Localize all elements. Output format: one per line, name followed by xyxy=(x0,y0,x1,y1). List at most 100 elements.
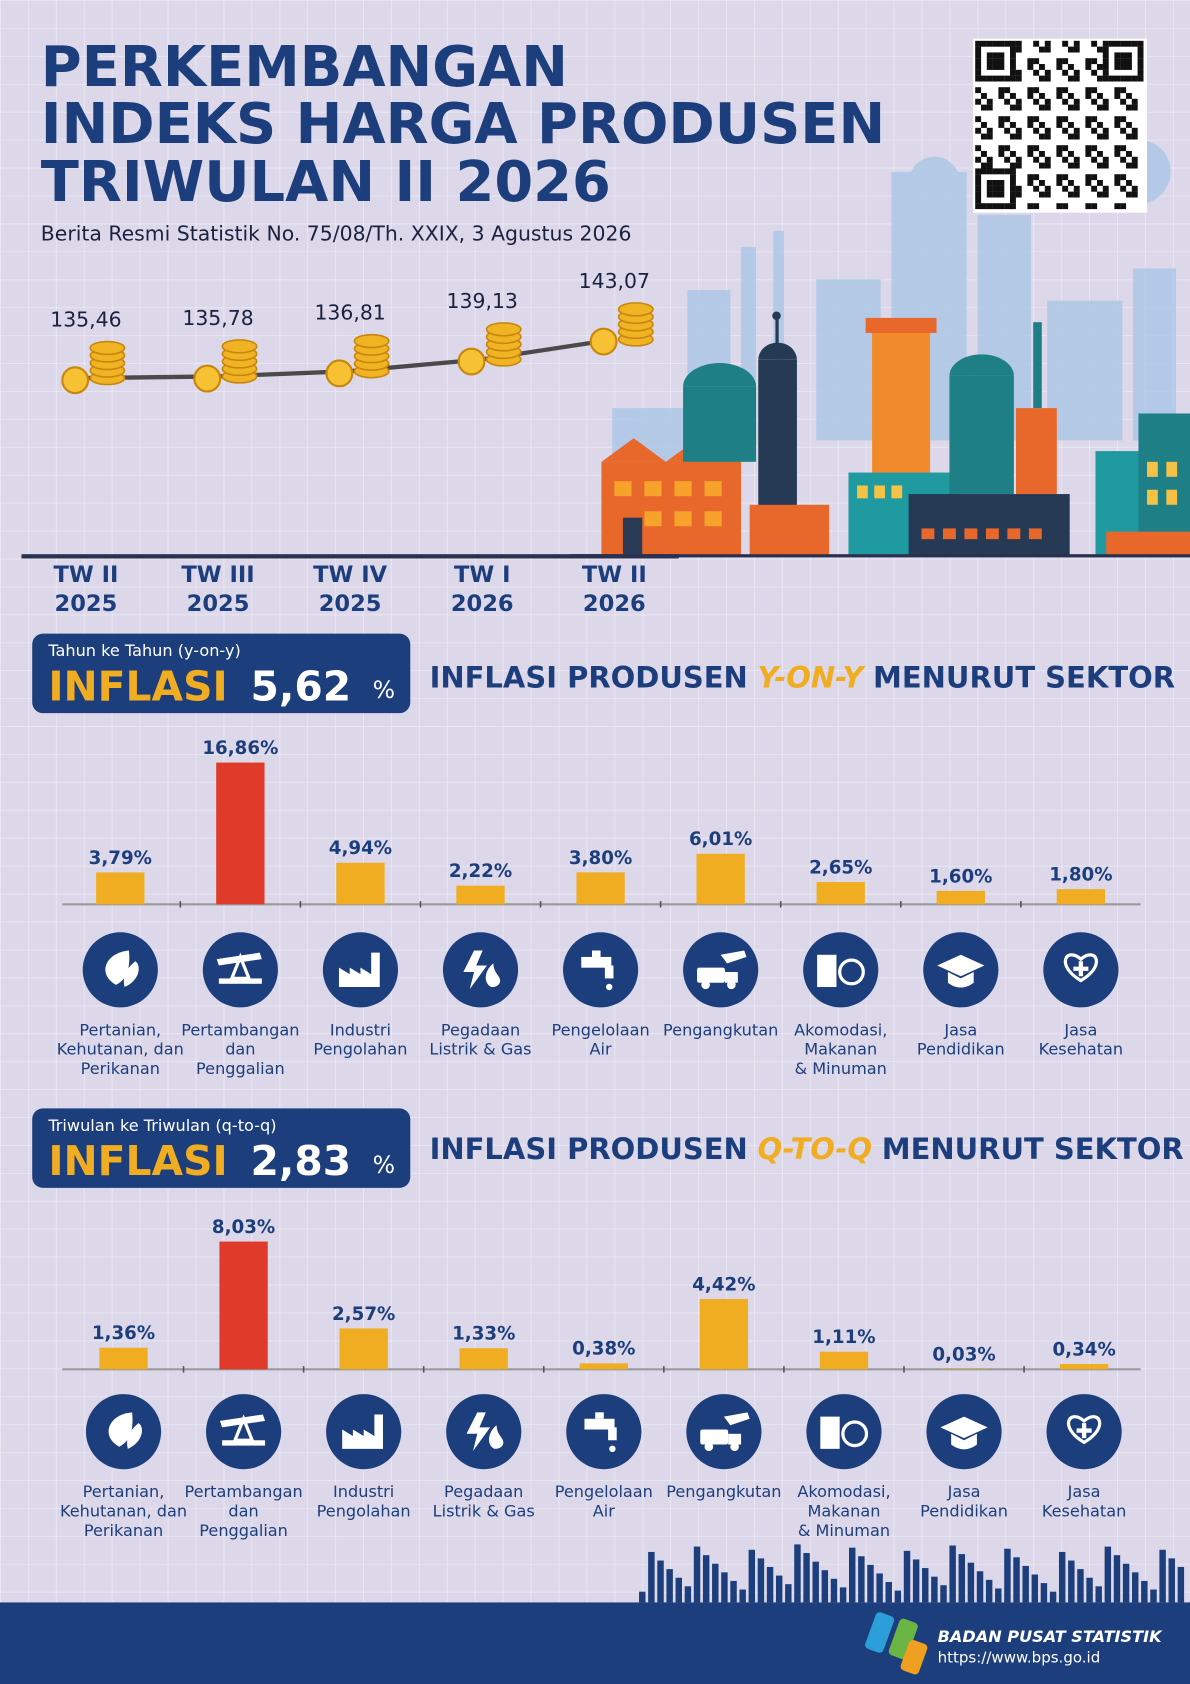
qr-cell xyxy=(1044,69,1051,76)
skyline-block xyxy=(684,1586,692,1603)
value-label: 0,38% xyxy=(572,1339,635,1360)
skyline-block xyxy=(958,1554,965,1603)
qr-cell xyxy=(1096,180,1103,186)
qr-cell xyxy=(986,162,993,169)
qr-cell xyxy=(1102,133,1109,140)
qr-cell xyxy=(1009,203,1016,210)
qr-cell xyxy=(1027,151,1034,157)
qr-cell xyxy=(1027,145,1034,152)
qr-cell xyxy=(1096,93,1103,99)
x-tick-label: Jasa Kesehatan xyxy=(1041,1482,1127,1521)
glyph-part xyxy=(704,1442,714,1451)
value-label: 1,80% xyxy=(1049,865,1112,886)
skyline-block xyxy=(949,1545,956,1603)
qr-cell xyxy=(1137,58,1144,65)
glyph-part xyxy=(218,978,262,984)
title-part: MENURUT SEKTOR xyxy=(882,1132,1184,1166)
qr-cell xyxy=(1004,75,1011,82)
qr-cell xyxy=(975,156,982,163)
qr-cell xyxy=(1044,40,1051,47)
qr-cell xyxy=(992,168,999,175)
skyline-block xyxy=(648,1551,655,1603)
qr-cell xyxy=(1125,40,1132,47)
qr-cell xyxy=(975,191,982,198)
qr-cell xyxy=(1009,180,1016,186)
sector-glyph xyxy=(342,1414,383,1449)
qr-cell xyxy=(1027,122,1034,128)
qr-cell xyxy=(1027,203,1034,210)
value-label: 2,22% xyxy=(449,861,512,882)
qr-cell xyxy=(1004,98,1011,105)
value-label: 135,46 xyxy=(50,307,121,331)
x-tick-label: Pertanian, Kehutanan, dan Perikanan xyxy=(59,1482,188,1541)
qr-cell xyxy=(1067,104,1074,111)
sector-icon xyxy=(205,1394,282,1470)
bar xyxy=(219,1241,268,1370)
glyph-part xyxy=(820,1416,840,1449)
qr-cell xyxy=(1009,151,1016,157)
qr-cell xyxy=(975,185,982,192)
coin xyxy=(485,322,522,337)
qr-cell xyxy=(1073,185,1080,192)
qr-cell xyxy=(986,168,993,175)
qr-cell xyxy=(981,162,987,169)
skyline-block xyxy=(1150,1589,1157,1603)
qr-cell xyxy=(1015,69,1022,76)
qr-cell xyxy=(975,197,982,204)
qr-cell xyxy=(1009,197,1016,204)
qr-cell xyxy=(1009,122,1016,128)
x-tick-label: Jasa Kesehatan xyxy=(1038,1020,1124,1059)
title-part: Q-TO-Q xyxy=(758,1132,873,1166)
x-tick-label: Jasa Pendidikan xyxy=(920,1482,1008,1521)
coin-front xyxy=(61,366,90,395)
skyline-block xyxy=(1122,1563,1130,1603)
title-line: TRIWULAN II 2026 xyxy=(41,150,611,215)
x-tick-label: Akomodasi, Makanan & Minuman xyxy=(797,1482,891,1541)
summary-label: INFLASI xyxy=(48,1137,227,1185)
value-label: 135,78 xyxy=(182,306,253,330)
qr-cell xyxy=(1114,174,1121,181)
qr-cell xyxy=(1009,185,1016,192)
qr-cell xyxy=(1062,69,1069,76)
qr-cell xyxy=(1102,185,1109,192)
value-label: 136,81 xyxy=(314,301,385,325)
qr-cell xyxy=(1091,58,1098,65)
qr-cell xyxy=(975,168,982,175)
coin xyxy=(221,339,258,354)
qr-cell xyxy=(1062,98,1069,105)
glyph-part xyxy=(1073,961,1089,977)
bar xyxy=(216,762,265,905)
glyph-part xyxy=(127,1423,142,1449)
x-tick-label: Pertambangan dan Penggalian xyxy=(184,1482,303,1541)
qr-cell xyxy=(998,151,1005,157)
qr-cell xyxy=(992,58,999,65)
qr-cell xyxy=(1125,122,1132,128)
qr-cell xyxy=(975,145,982,152)
qr-cell xyxy=(1062,156,1069,163)
qr-cell xyxy=(1062,185,1069,192)
qr-cell xyxy=(1009,93,1016,99)
qr-cell xyxy=(1085,145,1092,152)
qr-cell xyxy=(1137,52,1144,59)
x-tick-label: Pegadaan Listrik & Gas xyxy=(429,1020,532,1059)
qr-cell xyxy=(1096,104,1103,111)
qr-cell xyxy=(1114,93,1121,99)
qr-cell xyxy=(1125,191,1132,198)
skyline-block xyxy=(876,1573,883,1603)
qr-cell xyxy=(1038,46,1045,53)
qr-cell xyxy=(1015,46,1022,53)
qr-cell xyxy=(975,87,982,94)
qr-cell xyxy=(1062,203,1069,210)
qr-cell xyxy=(1114,87,1121,94)
sector-icon xyxy=(562,932,639,1008)
value-label: 143,07 xyxy=(579,269,650,293)
qr-cell xyxy=(1067,162,1074,169)
qr-cell xyxy=(1004,145,1011,152)
qr-cell xyxy=(975,127,982,134)
qr-cell xyxy=(1137,46,1144,53)
qr-cell xyxy=(1044,98,1051,105)
qr-cell xyxy=(998,191,1005,198)
qr-cell xyxy=(981,168,987,175)
ground xyxy=(569,554,1190,558)
qr-cell xyxy=(975,46,982,53)
